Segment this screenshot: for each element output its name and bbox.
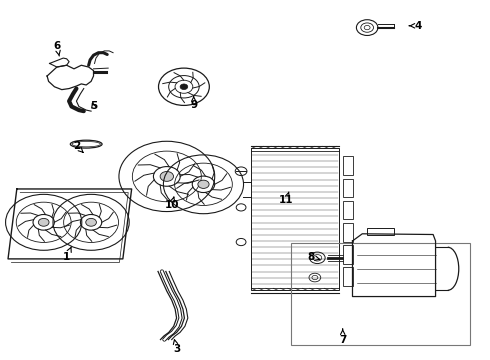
Circle shape [160, 171, 173, 181]
Text: 2: 2 [73, 141, 83, 152]
Bar [343, 201, 353, 220]
Text: 9: 9 [190, 96, 197, 110]
Text: 1: 1 [63, 247, 72, 262]
Text: 10: 10 [165, 197, 179, 210]
Circle shape [198, 180, 209, 188]
Text: 6: 6 [53, 41, 60, 56]
Circle shape [86, 219, 97, 226]
Text: 5: 5 [90, 102, 97, 112]
Bar [343, 267, 353, 286]
Bar [251, 148, 339, 291]
Text: 7: 7 [339, 329, 346, 345]
Text: 11: 11 [279, 192, 294, 205]
Text: 8: 8 [307, 252, 320, 262]
Text: 4: 4 [409, 21, 422, 31]
Bar [343, 179, 353, 197]
Circle shape [38, 219, 49, 226]
Bar [292, 243, 470, 345]
Bar [343, 157, 353, 175]
Bar [343, 245, 353, 264]
Text: 3: 3 [173, 340, 180, 354]
Circle shape [180, 84, 188, 90]
Bar [367, 228, 394, 234]
Bar [343, 223, 353, 242]
